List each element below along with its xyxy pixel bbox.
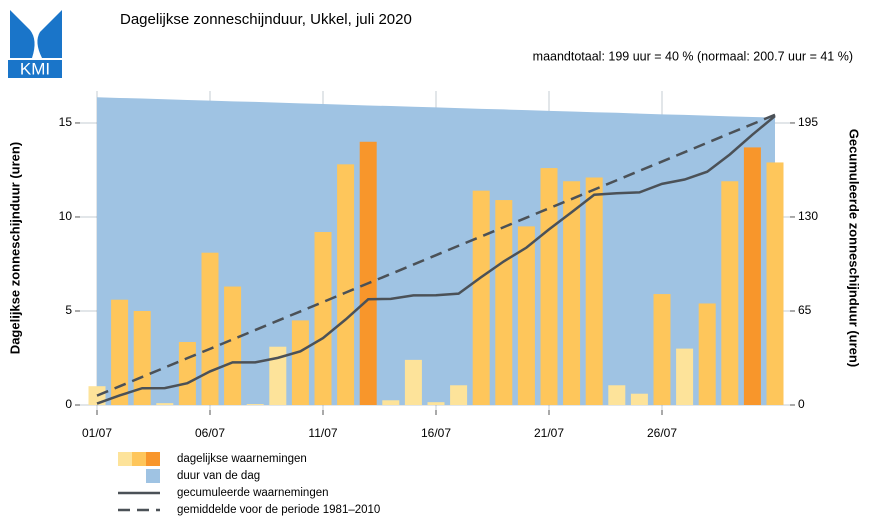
bar (156, 403, 174, 405)
bar (201, 252, 219, 405)
x-tick-label: 26/07 (647, 426, 677, 440)
logo: KMI (8, 10, 62, 78)
x-tick-label: 01/07 (82, 426, 112, 440)
bar (314, 232, 332, 405)
bar (291, 320, 309, 405)
bar (472, 190, 490, 405)
legend-swatch (132, 452, 146, 466)
bar (630, 393, 648, 405)
bar (427, 402, 445, 405)
bar (337, 164, 355, 405)
y2-tick-label: 195 (798, 115, 818, 129)
y2-tick-label: 130 (798, 209, 818, 223)
logo-band (8, 60, 62, 78)
bar (608, 385, 626, 405)
x-tick-label: 21/07 (534, 426, 564, 440)
legend-swatch (118, 452, 132, 466)
bar (585, 177, 603, 405)
legend-label: duur van de dag (177, 470, 260, 482)
y2-tick-label: 65 (798, 303, 812, 317)
x-tick-label: 16/07 (421, 426, 451, 440)
legend-label: dagelijkse waarnemingen (177, 453, 307, 465)
bar (721, 181, 739, 405)
bar (178, 342, 196, 405)
y-tick-label: 15 (59, 115, 73, 129)
bar (743, 147, 761, 406)
y-tick-label: 10 (59, 209, 73, 223)
legend-swatch (146, 469, 160, 483)
cumulative-line (96, 115, 776, 405)
x-tick-label: 11/07 (308, 426, 337, 440)
bar (246, 404, 264, 405)
y-axis-label: Dagelijkse zonneschijnduur (uren) (7, 142, 22, 354)
y-tick-label: 0 (65, 397, 72, 411)
bar (653, 294, 671, 405)
bar (563, 181, 581, 405)
bar (133, 310, 151, 405)
bar (698, 303, 716, 405)
bar (382, 400, 400, 405)
bar (450, 385, 468, 405)
chart-title: Dagelijkse zonneschijnduur, Ukkel, juli … (120, 11, 412, 28)
y-tick-label: 5 (65, 303, 72, 317)
bar (111, 299, 129, 405)
bar (517, 226, 535, 405)
logo-shape (37, 10, 62, 58)
y2-axis-label: Gecumuleerde zonneschijnduur (uren) (847, 129, 862, 367)
legend-label: gemiddelde voor de periode 1981–2010 (177, 504, 380, 516)
normal-line (96, 113, 776, 397)
logo-shape (10, 10, 35, 58)
bar (540, 168, 558, 405)
x-tick-label: 06/07 (195, 426, 225, 440)
y2-tick-label: 0 (798, 397, 805, 411)
legend-label: gecumuleerde waarnemingen (177, 487, 329, 499)
bar (224, 286, 242, 405)
bar (676, 348, 694, 405)
bar (404, 359, 422, 405)
day-length-area (97, 97, 775, 406)
chart-subtitle: maandtotaal: 199 uur = 40 % (normaal: 20… (533, 49, 853, 63)
bar (766, 162, 784, 405)
data (88, 97, 784, 406)
bar (359, 141, 377, 405)
bar (269, 346, 287, 405)
bar (495, 200, 513, 405)
logo-text: KMI (20, 59, 50, 78)
legend-swatch (146, 452, 160, 466)
